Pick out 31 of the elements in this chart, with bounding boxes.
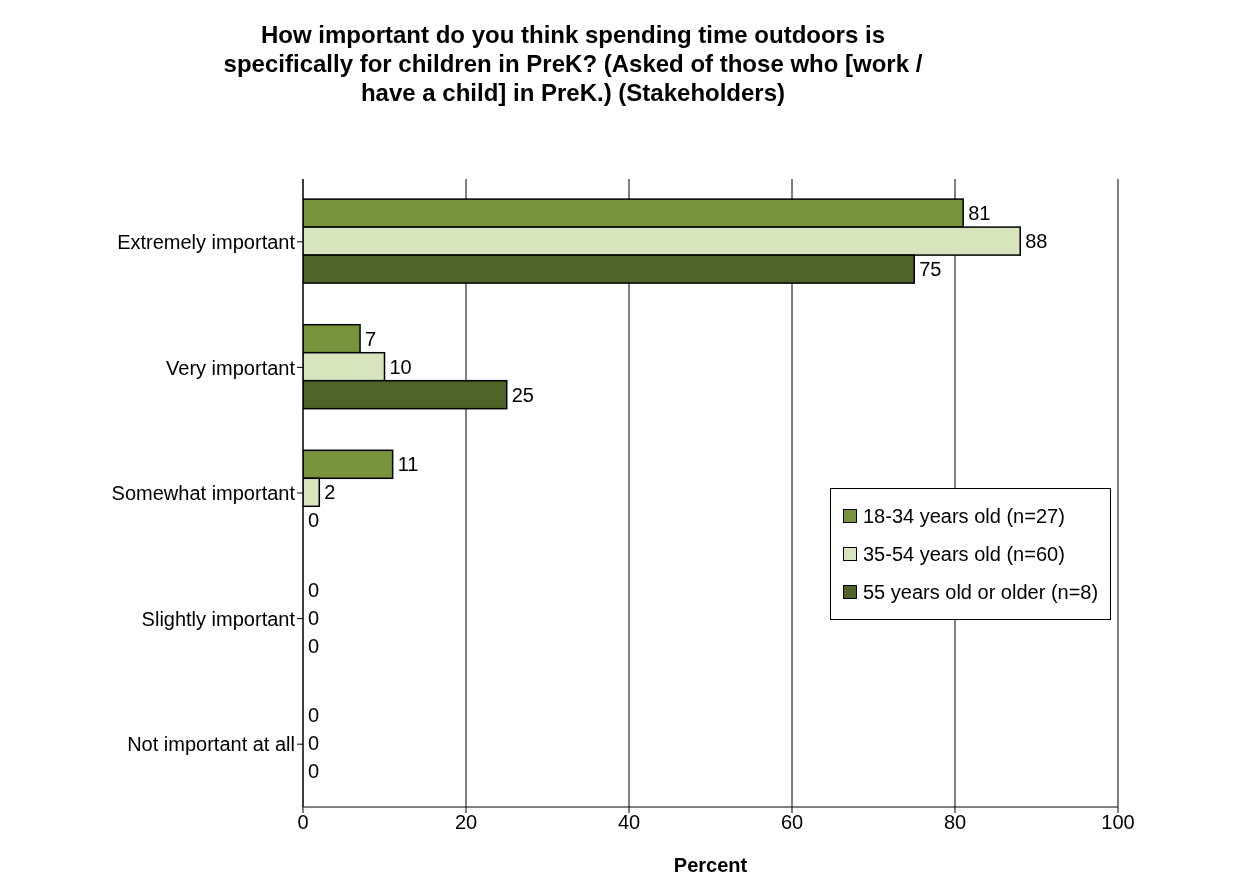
data-label: 7	[365, 327, 377, 350]
y-tick-label: Slightly important	[141, 607, 296, 630]
data-label: 0	[308, 634, 320, 657]
data-label: 0	[308, 760, 320, 783]
data-label: 25	[511, 383, 534, 406]
data-label: 0	[308, 606, 320, 629]
data-label: 75	[919, 258, 942, 281]
data-label: 81	[968, 202, 991, 225]
data-label: 11	[397, 453, 419, 476]
y-tick-label: Not important at all	[127, 733, 295, 756]
x-tick-label: 100	[1101, 811, 1135, 834]
data-label: 88	[1025, 230, 1048, 253]
legend-label: 55 years old or older (n=8)	[863, 580, 1099, 605]
data-label: 10	[389, 355, 412, 378]
x-axis-title: Percent	[673, 854, 748, 876]
legend-label: 35-54 years old (n=60)	[863, 542, 1065, 567]
data-label: 0	[308, 578, 320, 601]
legend-label: 18-34 years old (n=27)	[863, 504, 1065, 529]
data-label: 0	[308, 704, 320, 727]
x-tick-label: 0	[297, 811, 309, 834]
y-tick-label: Somewhat important	[111, 482, 296, 505]
x-tick-label: 20	[454, 811, 478, 834]
data-label: 2	[324, 481, 336, 504]
y-tick-label: Extremely important	[117, 230, 296, 253]
y-tick-label: Very important	[166, 356, 296, 379]
x-tick-label: 60	[780, 811, 804, 834]
data-label: 0	[308, 509, 320, 532]
data-label: 0	[308, 732, 320, 755]
chart-title: How important do you think spending time outdoors is specifically for children in PreK? (Asked of those who [work / have a child] in PreK.) (Stakeholders)	[222, 20, 924, 107]
x-tick-label: 40	[617, 811, 641, 834]
x-tick-label: 80	[943, 811, 967, 834]
